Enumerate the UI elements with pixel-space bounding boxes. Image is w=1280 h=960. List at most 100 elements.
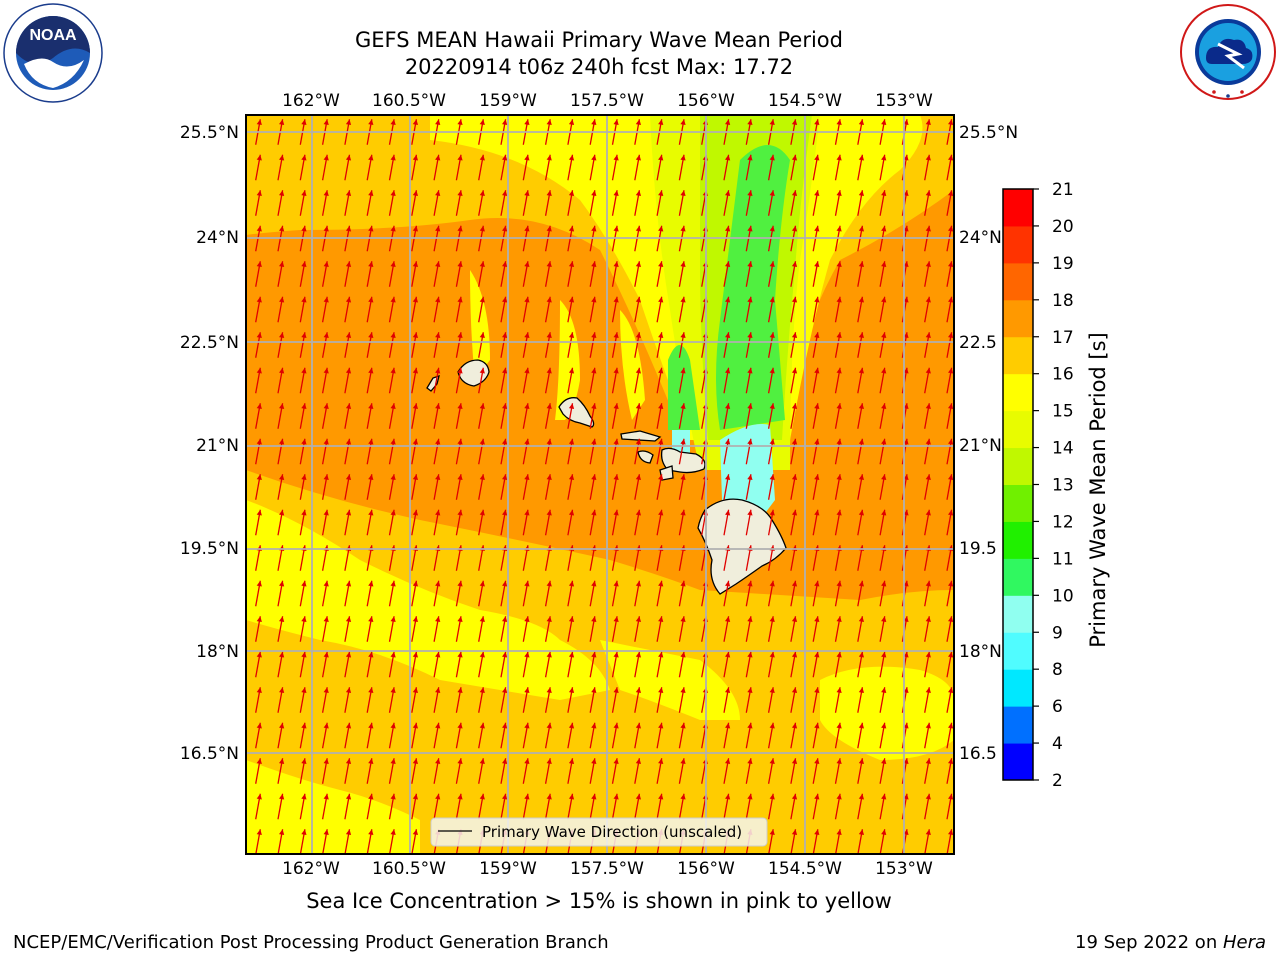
wave-arrow-head: [524, 509, 530, 516]
wave-arrow-head: [435, 332, 441, 338]
wave-arrow-head: [368, 758, 374, 764]
wave-arrow-head: [725, 687, 731, 693]
colorbar-title: Primary Wave Mean Period [s]: [1086, 332, 1110, 648]
wave-arrow-head: [390, 509, 396, 516]
wave-arrow-head: [323, 296, 329, 303]
wave-arrow-head: [568, 154, 575, 161]
wave-arrow-head: [546, 367, 552, 374]
wave-arrow-head: [680, 261, 686, 267]
wave-arrow-head: [546, 190, 552, 196]
wave-arrow-head: [591, 687, 597, 693]
wave-arrow-head: [725, 261, 731, 267]
wave-arrow-head: [658, 332, 664, 338]
wave-arrow-head: [836, 367, 842, 374]
field-plume-oahu: [620, 310, 645, 420]
wave-arrow-head: [301, 793, 307, 800]
wave-arrow-head: [925, 829, 931, 835]
wave-arrow-head: [658, 438, 664, 445]
wave-arrow-head: [323, 509, 329, 516]
colorbar-tick-label: 12: [1052, 512, 1074, 532]
wave-arrow-head: [457, 651, 463, 658]
wave-arrow-head: [658, 119, 664, 125]
wave-arrow-head: [524, 722, 530, 729]
wave-arrow-head: [680, 438, 686, 445]
wave-arrow-head: [435, 687, 441, 693]
wave-arrow-head: [881, 225, 887, 232]
wave-arrow-head: [613, 687, 619, 693]
wave-arrow-head: [658, 261, 664, 267]
wave-arrow-head: [948, 616, 954, 622]
wave-arrow-head: [680, 793, 686, 800]
wave-arrow-head: [613, 225, 619, 232]
wave-arrow-head: [814, 154, 820, 161]
wave-arrow-head: [635, 367, 641, 374]
wave-arrow-head: [747, 722, 753, 729]
island-oahu: [558, 397, 595, 428]
wave-arrow-head: [613, 793, 619, 800]
wave-arrow-head: [412, 119, 418, 125]
wave-arrow-head: [791, 296, 798, 303]
wave-arrow-head: [725, 793, 731, 800]
wave-arrow-head: [479, 651, 485, 658]
wave-arrow-head: [412, 154, 418, 161]
wave-arrow-head: [658, 367, 664, 374]
wave-arrow-head: [858, 829, 864, 835]
wave-arrow-head: [791, 190, 798, 196]
wave-arrow-head: [390, 438, 396, 445]
wave-arrow-head: [725, 225, 731, 232]
wave-arrow-head: [412, 261, 418, 267]
wave-arrow-head: [457, 793, 463, 800]
wave-arrow-head: [925, 474, 931, 480]
wave-arrow-head: [858, 190, 864, 196]
wave-arrow-head: [301, 758, 307, 764]
wave-arrow-head: [524, 793, 530, 800]
wave-arrow-head: [591, 261, 597, 267]
wave-arrow-head: [814, 474, 820, 480]
wave-arrow-head: [412, 332, 418, 338]
wave-arrow-head: [502, 474, 508, 480]
wave-arrow-head: [368, 829, 374, 835]
wave-arrow-head: [256, 261, 262, 267]
wave-arrow-head: [591, 722, 597, 729]
wave-arrow-head: [457, 154, 463, 161]
colorbar-tick-label: 21: [1052, 180, 1074, 200]
wave-arrow-head: [791, 403, 798, 409]
wave-arrow-head: [301, 722, 307, 729]
field-band-15-16-lowcenter: [600, 640, 740, 720]
wave-arrow-head: [368, 793, 374, 800]
wave-arrow-head: [725, 474, 731, 480]
wave-arrow-head: [613, 651, 619, 658]
wave-arrow-head: [546, 332, 552, 338]
wave-arrow-head: [479, 119, 485, 125]
noaa-logo-text: NOAA: [29, 27, 77, 44]
wave-arrow-head: [568, 261, 575, 267]
wave-arrow-head: [435, 722, 441, 729]
wave-arrow-head: [345, 261, 352, 267]
wave-arrow-head: [635, 438, 641, 445]
wave-arrow-head: [502, 793, 508, 800]
wave-arrow-head: [925, 793, 931, 800]
wave-arrow-head: [301, 580, 307, 587]
wave-arrow-head: [769, 225, 775, 232]
wave-arrow-head: [390, 332, 396, 338]
wave-arrow-head: [435, 758, 441, 764]
wave-arrow-head: [635, 474, 641, 480]
wave-arrow-head: [479, 509, 485, 516]
wave-arrow-head: [948, 474, 954, 480]
wave-arrow-head: [568, 190, 575, 196]
lon-labels-top: 162°W 160.5°W 159°W 157.5°W 156°W 154.5°…: [282, 91, 933, 111]
wave-arrow-head: [836, 722, 842, 729]
wave-arrow-head: [256, 225, 262, 232]
wave-arrow-head: [412, 580, 418, 587]
wave-arrow-head: [524, 225, 530, 232]
wave-arrow-head: [345, 651, 352, 658]
wave-arrow-head: [323, 154, 329, 161]
wave-arrow-head: [546, 296, 552, 303]
wave-arrow-head: [368, 687, 374, 693]
wave-arrow-head: [725, 758, 731, 764]
lat-label-right: 18°N: [959, 642, 1002, 662]
wave-arrow-head: [858, 651, 864, 658]
wave-arrow-head: [345, 687, 352, 693]
field-band-15-16-south: [246, 760, 420, 854]
wave-arrow-head: [725, 154, 731, 161]
